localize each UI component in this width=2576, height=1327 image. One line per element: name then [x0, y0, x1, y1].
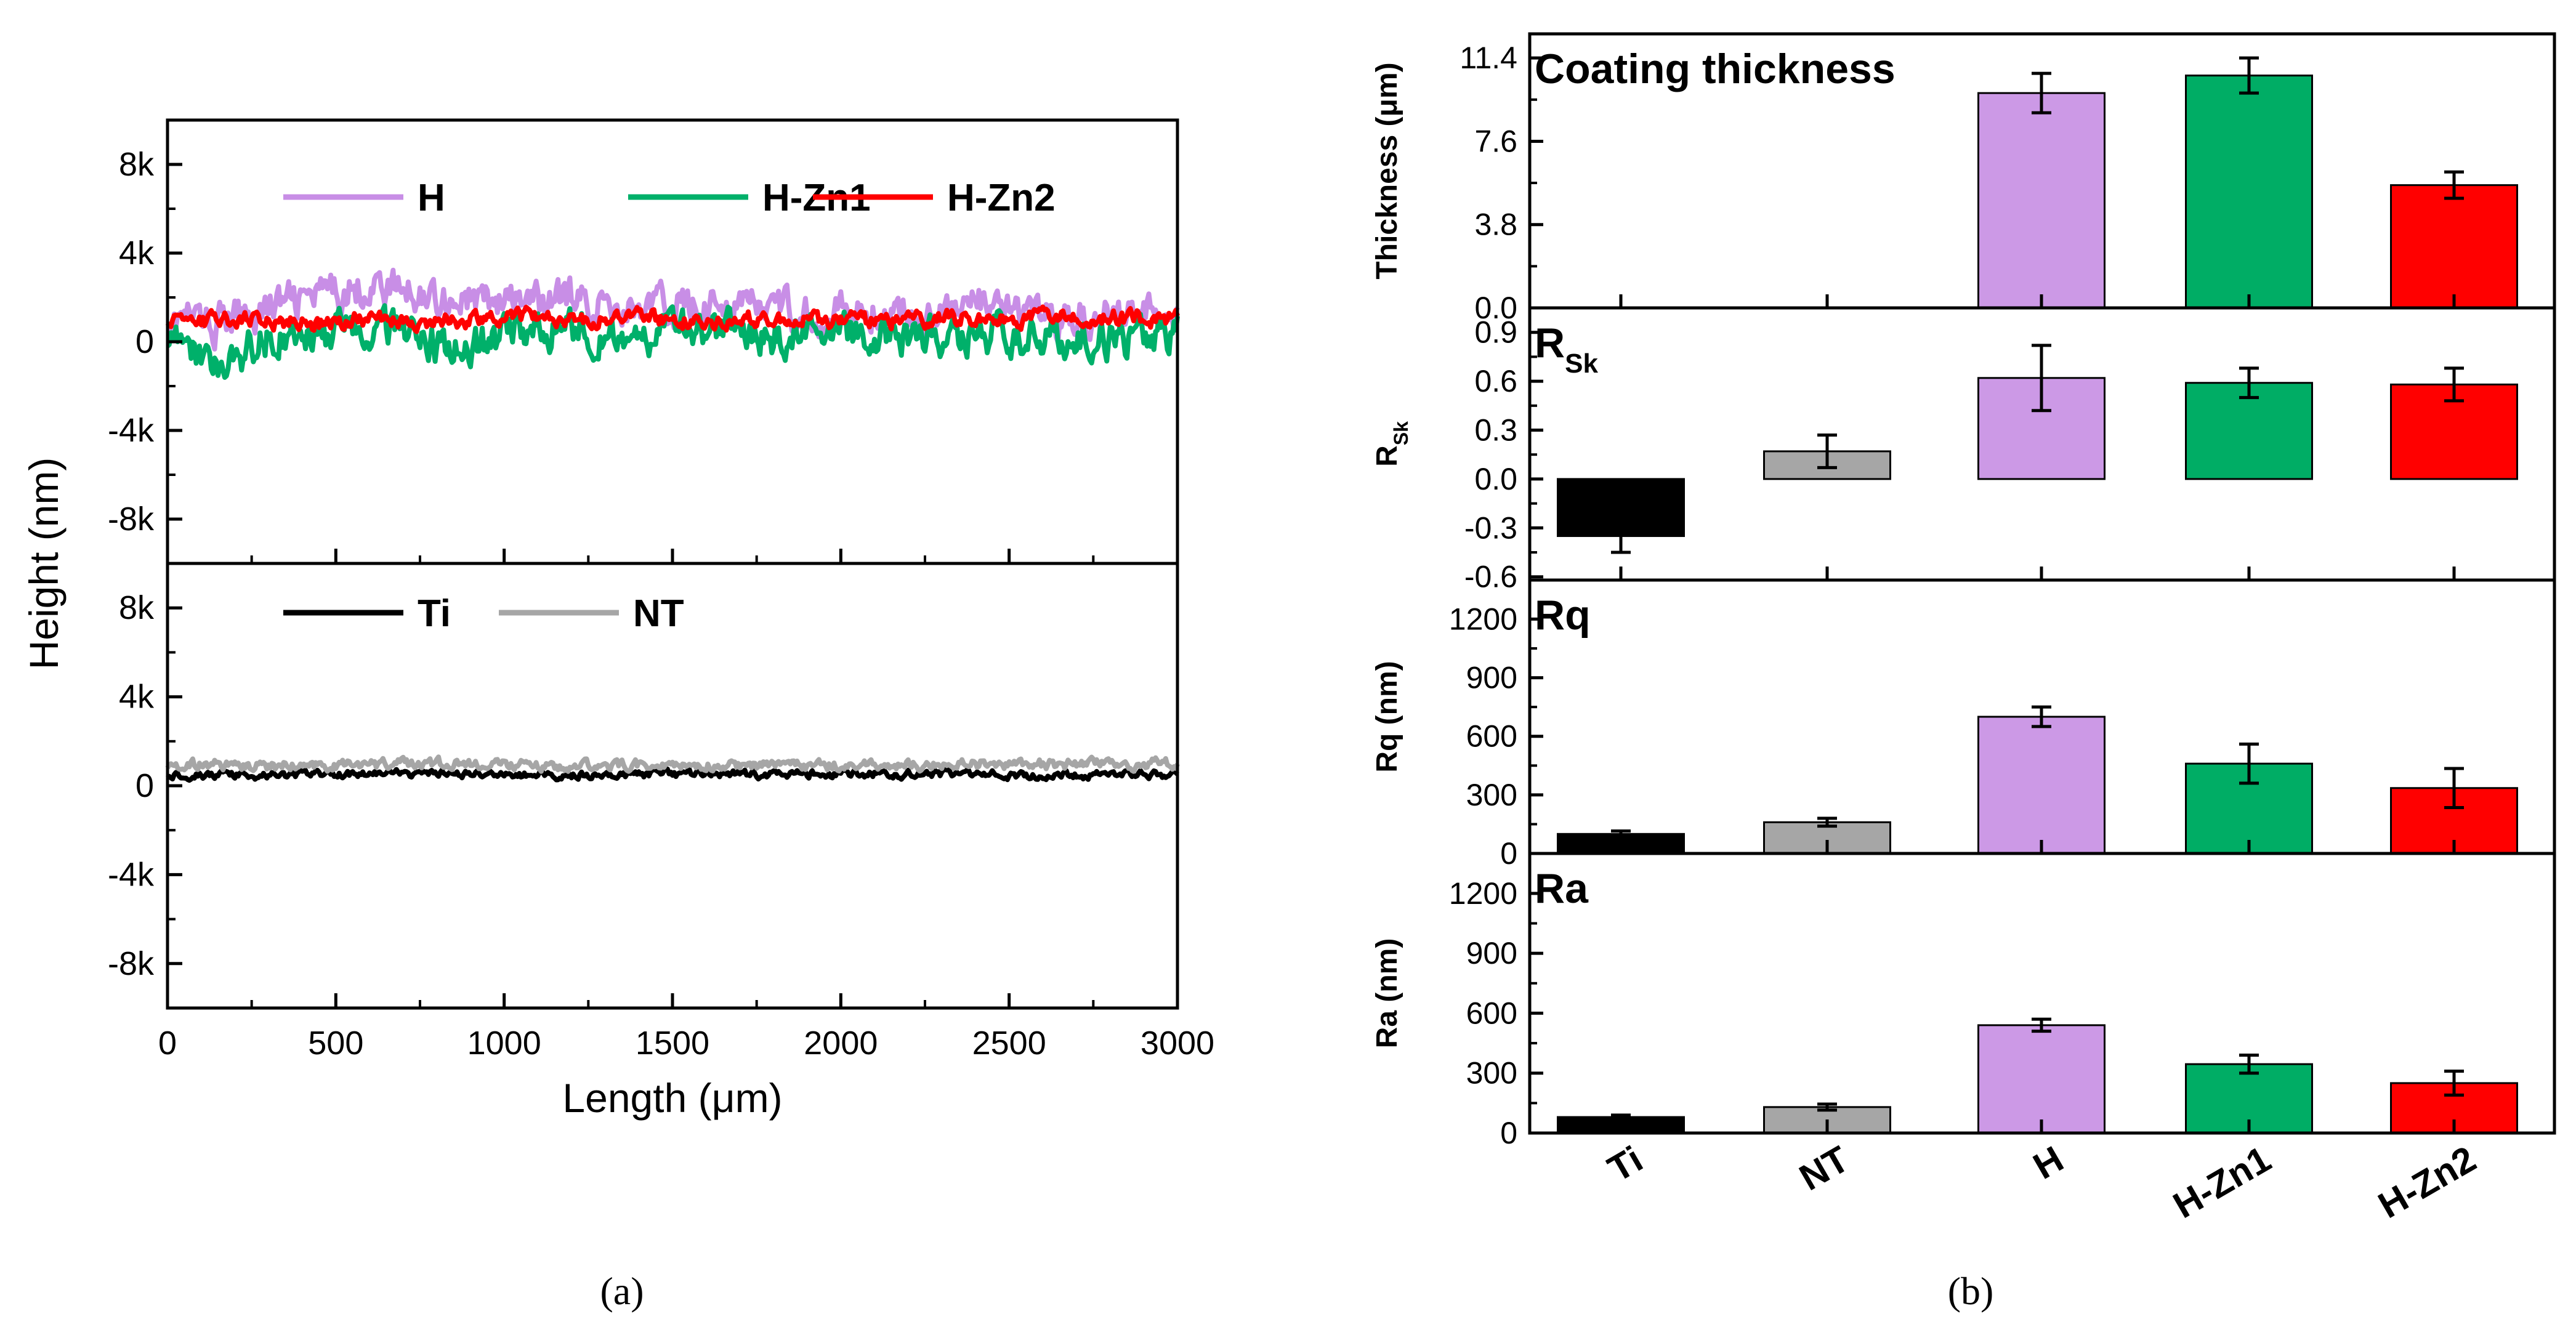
legend-label: Ti	[418, 592, 451, 635]
legend-label: H	[418, 177, 445, 219]
bar-H-Zn2	[2390, 184, 2518, 309]
y-tick-label: -4k	[108, 856, 155, 893]
bar-H	[1977, 1024, 2106, 1134]
x-tick-label: 0	[158, 1025, 177, 1062]
y-axis-label: Ra (nm)	[1371, 938, 1403, 1049]
bar-H	[1977, 716, 2106, 855]
y-tick-label: 4k	[119, 679, 155, 716]
y-tick-label: 3.8	[1474, 208, 1517, 242]
category-label-Ti: Ti	[1601, 1138, 1650, 1190]
panel-b-bar-charts: 0.0 3.8 7.6 11.4 Thickness (μm) Coating thick…	[1371, 32, 2556, 1226]
series-line-NT	[165, 754, 1180, 774]
y-tick-label: 1200	[1449, 876, 1517, 911]
y-axis-label: RSk	[1371, 421, 1412, 467]
y-tick-label: 4k	[119, 235, 155, 272]
category-label-H-Zn1: H-Zn1	[2166, 1138, 2278, 1226]
bar-subplot-2: 0 300 600 900 1200 Rq (nm) Rq	[1371, 578, 2556, 871]
subplot-title: Ra	[1535, 865, 1589, 912]
legend-label: NT	[633, 592, 684, 635]
y-axis-label-subscript: Sk	[1390, 421, 1412, 445]
x-tick-label: 2500	[972, 1025, 1046, 1062]
bar-H	[1977, 92, 2106, 309]
y-tick-label: 0.0	[1474, 462, 1517, 496]
subplot-title: Rq	[1535, 592, 1591, 639]
line-subplot-1: 8k 4k 0 -4k -8k Ti NT	[108, 562, 1180, 1010]
y-tick-label: 0	[1500, 836, 1517, 871]
x-axis-label: Length (μm)	[562, 1075, 782, 1121]
x-tick-label: 1000	[467, 1025, 541, 1062]
bar-subplot-0: 0.0 3.8 7.6 11.4 Thickness (μm) Coating thick…	[1371, 32, 2556, 325]
subplot-title: RSk	[1535, 320, 1598, 379]
category-label-H: H	[2026, 1138, 2070, 1187]
y-tick-label: 900	[1466, 661, 1517, 695]
bar-H-Zn1	[2185, 75, 2313, 309]
y-tick-label: 0.6	[1474, 364, 1517, 398]
y-tick-label: 0	[135, 767, 154, 804]
y-tick-label: 0.9	[1474, 315, 1517, 350]
y-tick-label: -8k	[108, 501, 155, 538]
y-tick-label: 7.6	[1474, 124, 1517, 158]
y-tick-label: 8k	[119, 146, 155, 183]
y-tick-label: 8k	[119, 589, 155, 626]
series-line-Ti	[166, 766, 1179, 783]
y-tick-label: 600	[1466, 996, 1517, 1030]
series-line-H-Zn2	[165, 304, 1180, 334]
y-tick-label: 0	[135, 323, 154, 360]
series-line-H-Zn1	[166, 303, 1180, 380]
y-tick-label: 600	[1466, 719, 1517, 754]
x-tick-label: 3000	[1141, 1025, 1214, 1062]
y-tick-label: -0.3	[1464, 510, 1517, 545]
x-tick-label: 2000	[804, 1025, 878, 1062]
y-axis-label: Rq (nm)	[1371, 661, 1403, 772]
y-tick-label: 11.4	[1460, 41, 1517, 75]
bar-subplot-3: 0 300 600 900 1200 Ra (nm) Ra	[1371, 852, 2556, 1150]
y-axis-label: Thickness (μm)	[1371, 62, 1403, 279]
y-tick-label: -4k	[108, 412, 155, 449]
subplot-title-subscript: Sk	[1565, 349, 1598, 379]
y-tick-label: 300	[1466, 1056, 1517, 1091]
y-tick-label: 0.3	[1474, 413, 1517, 448]
y-axis-label: Height (nm)	[21, 458, 67, 670]
category-label-H-Zn2: H-Zn2	[2372, 1138, 2483, 1226]
y-tick-label: -8k	[108, 945, 155, 982]
subplot-title: Coating thickness	[1535, 46, 1896, 92]
y-tick-label: 1200	[1449, 602, 1517, 636]
legend-label: H-Zn2	[947, 177, 1056, 219]
category-label-NT: NT	[1793, 1138, 1856, 1198]
bar-subplot-1: -0.6 -0.3 0.0 0.3 0.6 0.9 RSk RSk	[1371, 306, 2556, 594]
y-tick-label: -0.6	[1464, 560, 1517, 594]
x-tick-label: 500	[308, 1025, 363, 1062]
y-tick-label: 0	[1500, 1116, 1517, 1150]
y-tick-label: 0.0	[1474, 291, 1517, 325]
x-tick-label: 1500	[636, 1025, 709, 1062]
caption-b: (b)	[1948, 1269, 1994, 1313]
y-tick-label: 300	[1466, 778, 1517, 812]
caption-a: (a)	[600, 1269, 644, 1313]
bar-H	[1977, 377, 2106, 480]
y-tick-label: 900	[1466, 936, 1517, 970]
